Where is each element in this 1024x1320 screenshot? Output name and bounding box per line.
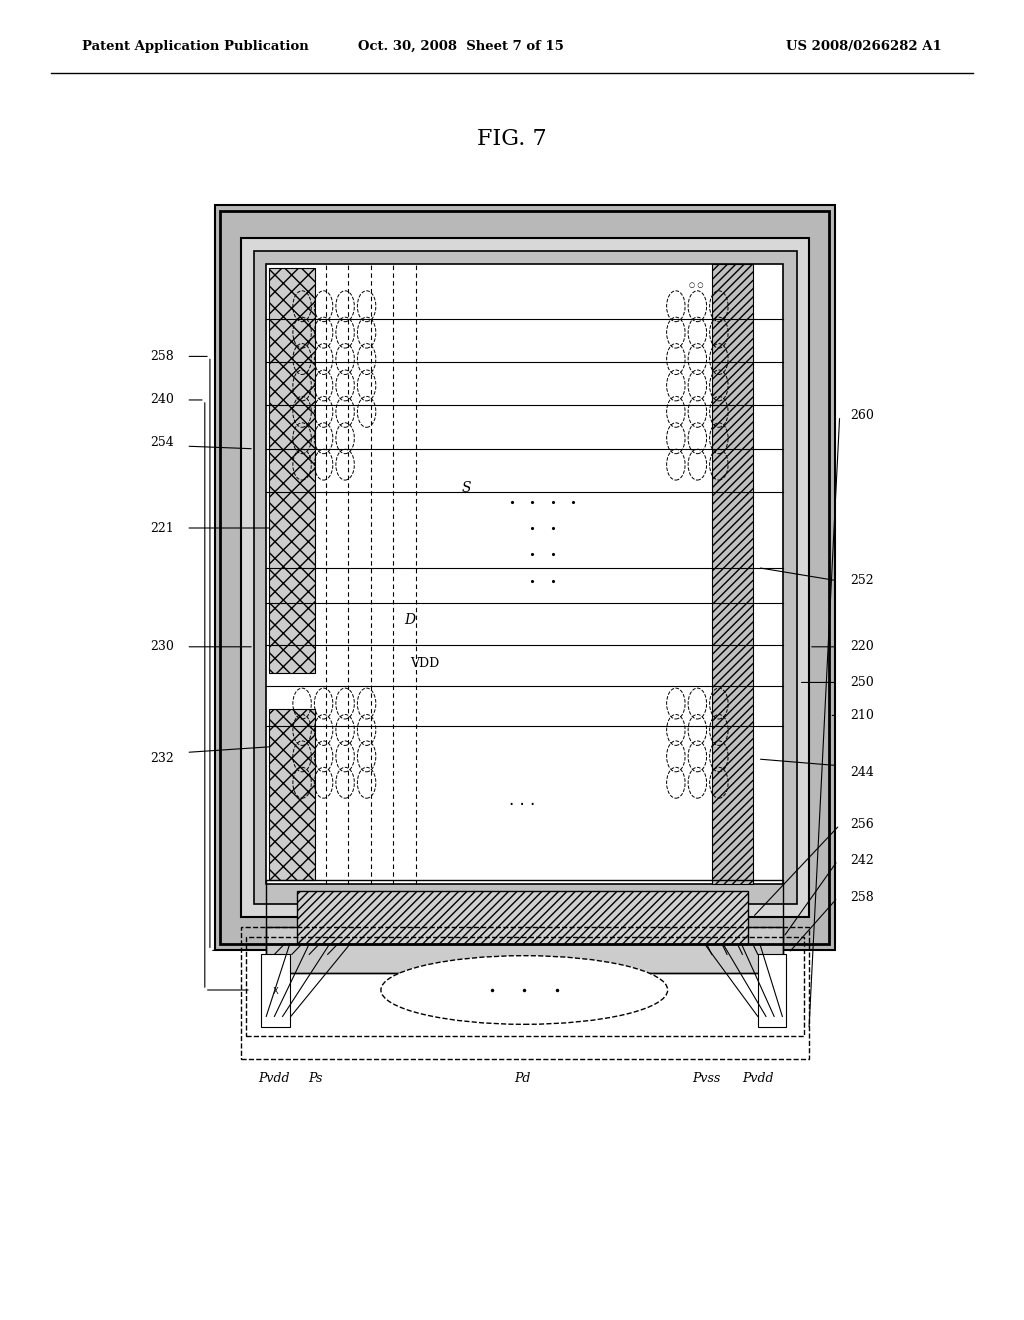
- Text: D: D: [404, 614, 415, 627]
- Text: 258: 258: [151, 350, 174, 363]
- Text: Pvss: Pvss: [692, 1072, 721, 1085]
- Text: X: X: [272, 987, 279, 995]
- Text: 244: 244: [850, 766, 873, 779]
- Bar: [241, 244, 809, 911]
- Text: 254: 254: [151, 436, 174, 449]
- Text: 232: 232: [151, 752, 174, 766]
- Bar: [261, 277, 788, 878]
- Text: Pd: Pd: [514, 1072, 530, 1085]
- Bar: [269, 709, 315, 880]
- Text: 240: 240: [151, 393, 174, 407]
- Bar: [266, 927, 783, 973]
- Text: 221: 221: [151, 521, 174, 535]
- Text: Pvdd: Pvdd: [259, 1072, 290, 1085]
- Bar: [261, 954, 290, 1027]
- Text: 242: 242: [850, 854, 873, 867]
- Bar: [297, 891, 748, 944]
- Text: FIG. 7: FIG. 7: [477, 128, 547, 149]
- Text: 258: 258: [850, 891, 873, 904]
- Text: VDD: VDD: [411, 657, 439, 671]
- Ellipse shape: [381, 956, 668, 1024]
- Text: 250: 250: [850, 676, 873, 689]
- Text: 252: 252: [850, 574, 873, 587]
- Text: 210: 210: [850, 709, 873, 722]
- Bar: [246, 937, 804, 1036]
- Bar: [241, 238, 809, 917]
- Text: 220: 220: [850, 640, 873, 653]
- Bar: [215, 205, 835, 950]
- Bar: [269, 268, 315, 673]
- Text: Patent Application Publication: Patent Application Publication: [82, 40, 308, 53]
- Text: 260: 260: [850, 409, 873, 422]
- Text: Oct. 30, 2008  Sheet 7 of 15: Oct. 30, 2008 Sheet 7 of 15: [357, 40, 564, 53]
- Bar: [254, 251, 797, 904]
- Text: · · ·: · · ·: [509, 796, 536, 814]
- Text: 230: 230: [151, 640, 174, 653]
- Bar: [712, 264, 753, 884]
- Text: US 2008/0266282 A1: US 2008/0266282 A1: [786, 40, 942, 53]
- Text: Ps: Ps: [308, 1072, 323, 1085]
- Text: ○ ○: ○ ○: [689, 282, 703, 288]
- Bar: [220, 211, 829, 944]
- Bar: [266, 264, 783, 884]
- Text: Pvdd: Pvdd: [742, 1072, 773, 1085]
- Bar: [266, 880, 783, 973]
- Bar: [241, 927, 809, 1059]
- Text: 256: 256: [850, 818, 873, 832]
- Bar: [758, 954, 786, 1027]
- Text: S: S: [461, 482, 471, 495]
